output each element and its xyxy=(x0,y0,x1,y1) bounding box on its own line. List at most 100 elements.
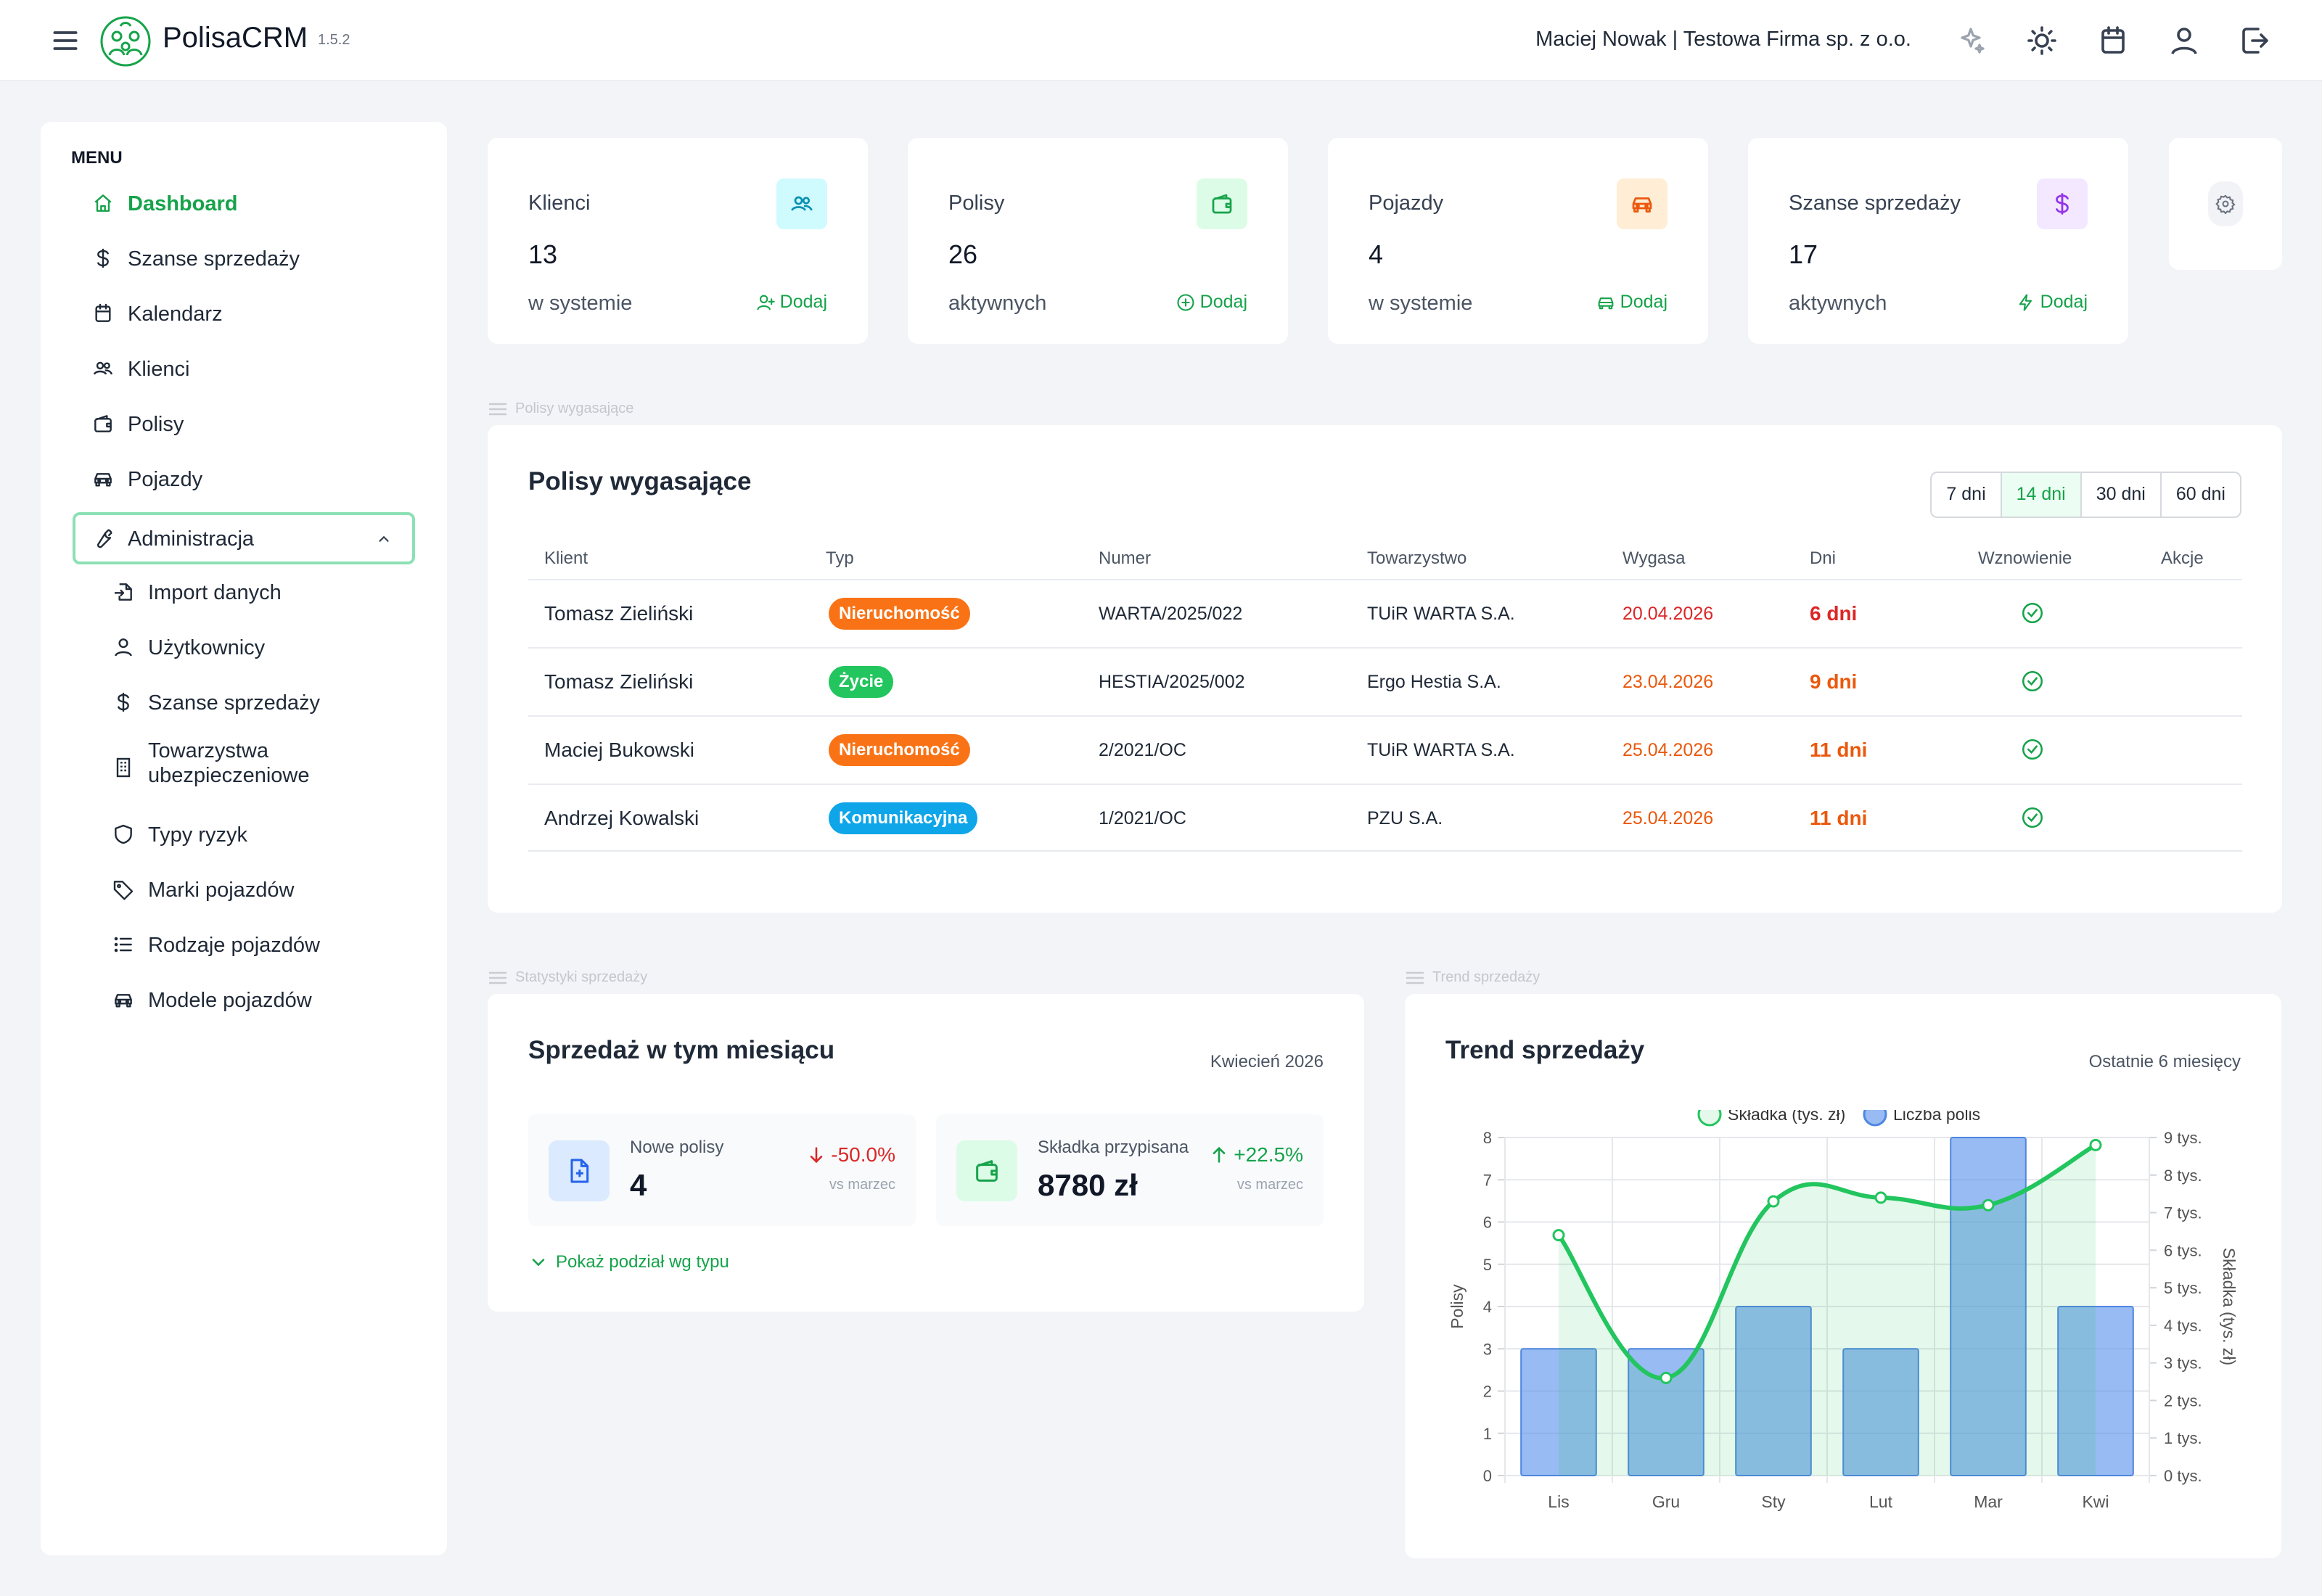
table-row[interactable]: Maciej Bukowski Nieruchomość 2/2021/OC T… xyxy=(528,715,2242,783)
column-header[interactable]: Akcje xyxy=(2161,548,2204,568)
tile-value: 4 xyxy=(630,1168,647,1202)
stat-value: 13 xyxy=(528,239,558,269)
chevron-up-icon[interactable] xyxy=(376,531,392,547)
sidebar-item-vehicle-types[interactable]: Rodzaje pojazdów xyxy=(41,924,447,965)
expiry-date: 20.04.2026 xyxy=(1622,604,1714,624)
sidebar-item-vehicle-brands[interactable]: Marki pojazdów xyxy=(41,869,447,910)
range-30-days[interactable]: 30 dni xyxy=(2080,473,2160,517)
policy-number: 1/2021/OC xyxy=(1099,808,1186,828)
sidebar-item-label: Import danych xyxy=(148,581,282,604)
wallet-icon xyxy=(94,415,112,432)
sparkles-icon[interactable] xyxy=(1953,23,1988,58)
check-circle-icon[interactable] xyxy=(2020,805,2045,830)
sidebar-item-vehicle-models[interactable]: Modele pojazdów xyxy=(41,979,447,1020)
tag-icon xyxy=(113,881,134,900)
sidebar-item-label: Modele pojazdów xyxy=(148,989,312,1012)
range-7-days[interactable]: 7 dni xyxy=(1946,484,1986,504)
expiry-date: 25.04.2026 xyxy=(1622,740,1714,760)
policy-number: 2/2021/OC xyxy=(1099,740,1186,760)
add-vehicle-button[interactable]: Dodaj xyxy=(1596,292,1667,313)
policy-type-badge: Życie xyxy=(829,666,894,698)
sidebar-item-users[interactable]: Użytkownicy xyxy=(41,627,447,667)
stat-card-vehicles: Pojazdy 4 w systemie Dodaj xyxy=(1328,138,1708,344)
column-header[interactable]: Numer xyxy=(1099,548,1152,568)
client-name[interactable]: Tomasz Zieliński xyxy=(544,670,694,693)
sidebar-item-label: Szanse sprzedaży xyxy=(148,691,320,715)
section-drag-label[interactable]: Trend sprzedaży xyxy=(1405,969,1540,986)
range-60-days[interactable]: 60 dni xyxy=(2159,473,2240,517)
top-bar: PolisaCRM 1.5.2 Maciej Nowak | Testowa F… xyxy=(0,0,2322,81)
y2-tick-label: 5 tys. xyxy=(2164,1279,2202,1297)
sidebar-item-label: Rodzaje pojazdów xyxy=(148,934,320,957)
table-row[interactable]: Tomasz Zieliński Nieruchomość WARTA/2025… xyxy=(528,579,2242,647)
section-drag-label[interactable]: Polisy wygasające xyxy=(488,400,633,417)
sidebar-item-clients[interactable]: Klienci xyxy=(41,348,447,389)
data-point xyxy=(1982,1198,1995,1212)
column-header[interactable]: Wygasa xyxy=(1622,548,1686,568)
drag-handle-icon[interactable] xyxy=(488,401,508,417)
stat-value: 4 xyxy=(1369,239,1384,269)
client-name[interactable]: Maciej Bukowski xyxy=(544,739,694,761)
sidebar-item-admin-sales-opportunities[interactable]: Szanse sprzedaży xyxy=(41,682,447,723)
sidebar-item-policies[interactable]: Polisy xyxy=(41,403,447,444)
client-name[interactable]: Tomasz Zieliński xyxy=(544,602,694,625)
column-header[interactable]: Wznowienie xyxy=(1978,548,2072,568)
logout-icon[interactable] xyxy=(2238,23,2273,58)
table-row[interactable]: Andrzej Kowalski Komunikacyjna 1/2021/OC… xyxy=(528,783,2242,852)
show-breakdown-toggle[interactable]: Pokaż podział wg typu xyxy=(528,1252,729,1272)
user-plus-icon xyxy=(757,295,775,310)
tile-value: 8780 zł xyxy=(1038,1168,1138,1202)
column-header[interactable]: Typ xyxy=(826,548,854,568)
drag-handle-icon[interactable] xyxy=(1405,970,1425,986)
car-icon xyxy=(1598,297,1614,309)
check-circle-icon[interactable] xyxy=(2020,601,2045,625)
y2-tick-label: 7 tys. xyxy=(2164,1204,2202,1222)
premium-tile: Składka przypisana 8780 zł +22.5% vs mar… xyxy=(936,1114,1324,1226)
sidebar-item-label: Dashboard xyxy=(128,192,238,215)
add-policy-button[interactable]: Dodaj xyxy=(1176,292,1247,313)
calendar-icon[interactable] xyxy=(2096,23,2130,58)
sidebar-item-vehicles[interactable]: Pojazdy xyxy=(41,458,447,499)
table-row[interactable]: Tomasz Zieliński Życie HESTIA/2025/002 E… xyxy=(528,647,2242,715)
sun-icon[interactable] xyxy=(2024,23,2059,58)
policy-type-badge: Komunikacyjna xyxy=(829,802,978,834)
section-drag-label[interactable]: Statystyki sprzedaży xyxy=(488,969,647,986)
sidebar-item-calendar[interactable]: Kalendarz xyxy=(41,293,447,334)
calendar-icon xyxy=(95,303,111,322)
sidebar-item-sales-opportunities[interactable]: Szanse sprzedaży xyxy=(41,238,447,279)
add-client-button[interactable]: Dodaj xyxy=(755,292,827,313)
x-tick-label: Sty xyxy=(1761,1492,1786,1511)
column-header[interactable]: Klient xyxy=(544,548,588,568)
bar xyxy=(2057,1306,2134,1476)
x-tick-label: Kwi xyxy=(2082,1492,2109,1511)
add-label: Dodaj xyxy=(2040,292,2088,312)
sidebar-item-label: Użytkownicy xyxy=(148,636,266,659)
expiring-policies-card: Polisy wygasające 7 dni 14 dni 30 dni 60… xyxy=(488,425,2282,913)
menu-icon[interactable] xyxy=(49,25,81,57)
range-14-days[interactable]: 14 dni xyxy=(2000,473,2080,517)
stat-card-policies: Polisy 26 aktywnych Dodaj xyxy=(908,138,1288,344)
sidebar-item-label: Klienci xyxy=(128,358,190,381)
y2-tick-label: 2 tys. xyxy=(2164,1391,2202,1410)
drag-handle-icon[interactable] xyxy=(488,970,508,986)
bar xyxy=(1842,1348,1919,1476)
check-circle-icon[interactable] xyxy=(2020,737,2045,762)
check-circle-icon[interactable] xyxy=(2020,669,2045,694)
y-tick-label: 2 xyxy=(1483,1383,1492,1401)
sidebar-item-import[interactable]: Import danych xyxy=(41,572,447,612)
dollar-icon xyxy=(118,692,129,712)
sidebar-item-risk-types[interactable]: Typy ryzyk xyxy=(41,814,447,855)
logo-icon[interactable] xyxy=(99,15,152,68)
column-header[interactable]: Dni xyxy=(1810,548,1837,568)
expiry-date: 23.04.2026 xyxy=(1622,672,1714,692)
user-icon[interactable] xyxy=(2167,23,2202,58)
chevron-down-icon xyxy=(532,1259,545,1267)
client-name[interactable]: Andrzej Kowalski xyxy=(544,807,700,829)
add-opportunity-button[interactable]: Dodaj xyxy=(2016,292,2088,313)
sidebar-item-dashboard[interactable]: Dashboard xyxy=(41,183,447,223)
settings-button[interactable] xyxy=(2208,181,2243,226)
range-selector: 7 dni 14 dni 30 dni 60 dni xyxy=(1930,472,2241,518)
sidebar-item-administration[interactable]: Administracja xyxy=(41,518,447,559)
sidebar-item-insurance-companies[interactable]: Towarzystwa ubezpieczeniowe xyxy=(41,739,447,797)
column-header[interactable]: Towarzystwo xyxy=(1367,548,1467,568)
